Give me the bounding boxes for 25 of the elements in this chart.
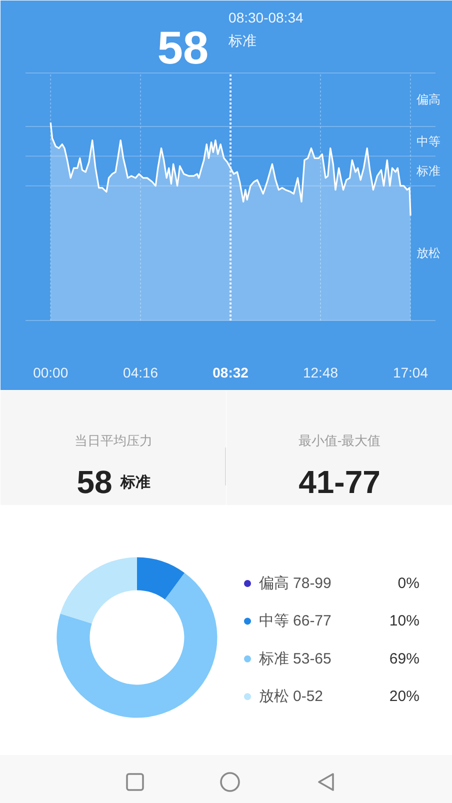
legend-label: 中等 66-77	[258, 612, 332, 630]
text: 当日平均压力	[74, 433, 152, 448]
text: 偏高	[416, 92, 440, 107]
data-label: 20%	[389, 688, 420, 706]
text: 标准	[119, 474, 150, 491]
annotation: 中等	[416, 134, 440, 148]
x-tick-label: 08:32	[212, 364, 249, 380]
text: 58	[76, 464, 112, 500]
x-tick-label: 17:04	[392, 364, 428, 380]
text: 标准	[228, 32, 257, 48]
x-tick-label: 12:48	[302, 364, 338, 380]
legend-label: 放松 0-52	[258, 688, 324, 706]
legend-label: 标准 53-65	[258, 650, 332, 668]
legend-label: 偏高 78-99	[258, 575, 332, 592]
annotation: 放松	[416, 246, 440, 260]
text: 41-77	[298, 464, 380, 500]
text: 08:30-08:34	[228, 10, 304, 26]
annotation: 标准	[416, 164, 440, 178]
text: 0%	[398, 575, 420, 592]
x-tick-label: 00:00	[33, 364, 68, 380]
data-label: 10%	[389, 612, 420, 630]
text: 最小值-最大值	[298, 433, 381, 448]
text: 58	[157, 22, 209, 74]
x-tick-label: 04:16	[123, 364, 158, 380]
data-label: 69%	[389, 650, 420, 668]
